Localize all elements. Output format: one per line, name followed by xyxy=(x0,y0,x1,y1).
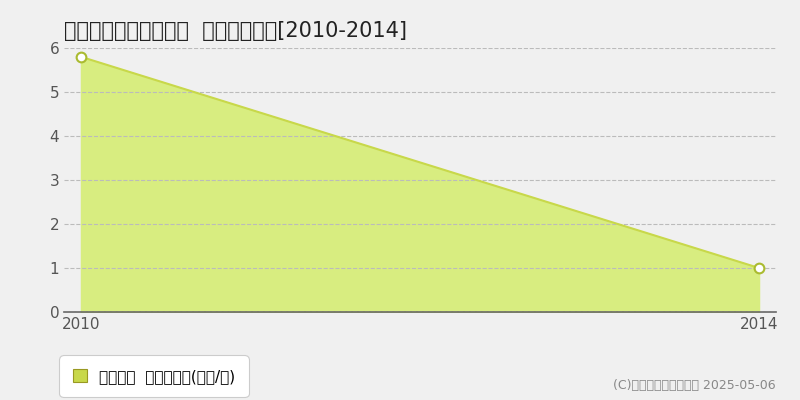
Text: (C)土地価格ドットコム 2025-05-06: (C)土地価格ドットコム 2025-05-06 xyxy=(614,379,776,392)
Text: 岡山市東区瀬戸町大内  土地価格推移[2010-2014]: 岡山市東区瀬戸町大内 土地価格推移[2010-2014] xyxy=(64,21,407,41)
Legend: 土地価格  平均坪単価(万円/坪): 土地価格 平均坪単価(万円/坪) xyxy=(64,360,245,393)
